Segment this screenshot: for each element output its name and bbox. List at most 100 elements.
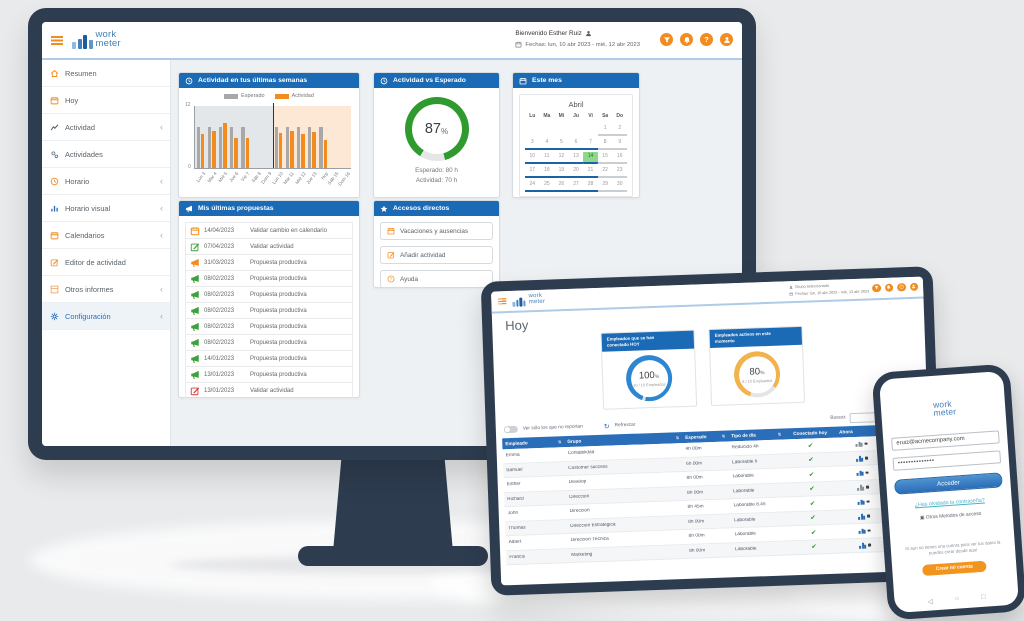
proposal-row[interactable]: 07/04/2023 Validar actividad <box>186 239 352 255</box>
date-range[interactable]: Fechas: lun, 10 abr 2023 - mié, 12 abr 2… <box>525 41 640 48</box>
sidebar-item-calendarios[interactable]: Calendarios ‹ <box>42 222 170 249</box>
calendar-day[interactable]: 18 <box>539 166 555 178</box>
menu-icon[interactable] <box>498 298 507 305</box>
sort-icon[interactable]: ⇅ <box>777 431 782 437</box>
calendar-day[interactable]: 3 <box>525 138 540 150</box>
create-account-button[interactable]: Crear mi cuenta <box>922 560 987 577</box>
calendar-day[interactable]: 4 <box>539 138 555 150</box>
panel-activity-vs-expected: Actividad vs Esperado 87% Esperado: 80 h… <box>373 72 500 198</box>
calendar-day[interactable]: 12 <box>554 152 569 164</box>
calendar-day[interactable]: 11 <box>539 152 555 164</box>
profile-button[interactable] <box>909 282 919 292</box>
calendar-day[interactable]: 15 <box>597 152 613 164</box>
calendar-day[interactable]: 17 <box>525 166 540 178</box>
proposal-row[interactable]: 13/01/2023 Validar actividad <box>186 383 352 399</box>
calendar-day[interactable]: 19 <box>554 166 569 178</box>
employee-group: Contabilidad <box>567 450 595 457</box>
status-dot <box>868 543 871 547</box>
sidebar-item-editor-de-actividad[interactable]: Editor de actividad <box>42 249 170 276</box>
calendar-day[interactable]: 7 <box>583 138 598 150</box>
sidebar-item-configuraci-n[interactable]: Configuración ‹ <box>42 303 170 330</box>
calendar-day <box>525 124 540 136</box>
refresh-label[interactable]: Refrescar <box>614 422 636 429</box>
sidebar-item-hoy[interactable]: Hoy <box>42 87 170 114</box>
calendar-day[interactable]: 27 <box>568 180 584 192</box>
calendar-day[interactable]: 5 <box>554 138 569 150</box>
person-icon <box>723 36 731 44</box>
filter-button[interactable] <box>871 283 881 293</box>
sort-icon[interactable]: ⇅ <box>557 439 562 445</box>
back-button[interactable]: ◁ <box>927 598 934 606</box>
proposal-row[interactable]: 31/03/2023 Propuesta productiva <box>186 255 352 271</box>
email-field[interactable] <box>891 430 1000 451</box>
calendar-day[interactable]: 30 <box>612 180 627 192</box>
status-dot <box>866 500 870 503</box>
column-header[interactable]: Esperado ⇅ <box>685 433 726 440</box>
calendar-day[interactable]: 16 <box>612 152 627 164</box>
employee-group: Dirección Estratégica <box>570 522 616 529</box>
calendar-day[interactable]: 9 <box>612 138 627 150</box>
calendar-day[interactable]: 29 <box>597 180 613 192</box>
filter-button[interactable] <box>660 33 673 46</box>
sidebar-item-label: Horario visual <box>65 203 111 213</box>
notifications-button[interactable] <box>884 283 894 292</box>
calendar-day[interactable]: 20 <box>568 166 584 178</box>
notifications-button[interactable] <box>680 33 693 46</box>
expected-hours: Esperado: 80 h <box>415 167 458 174</box>
help-button[interactable]: ? <box>896 282 906 292</box>
date-range[interactable]: Fechas: lun, 10 abr 2023 - mié, 12 abr 2… <box>795 289 870 296</box>
calendar-day[interactable]: 1 <box>597 124 613 136</box>
calendar-day[interactable]: 8 <box>597 138 613 150</box>
proposal-row[interactable]: 08/02/2023 Propuesta productiva <box>186 271 352 287</box>
sidebar-item-actividades[interactable]: Actividades <box>42 141 170 168</box>
calendar-day[interactable]: 24 <box>525 180 540 192</box>
login-button[interactable]: Acceder <box>893 471 1003 495</box>
help-button[interactable]: ? <box>700 33 713 46</box>
calendar-day[interactable]: 10 <box>525 152 540 164</box>
calendar-day[interactable]: 23 <box>612 166 627 178</box>
sidebar-item-horario-visual[interactable]: Horario visual ‹ <box>42 195 170 222</box>
other-methods-link[interactable]: ▣ Otros Metodos de acceso <box>919 511 982 521</box>
calendar-day[interactable]: 21 <box>583 166 598 178</box>
toggle-no-report[interactable] <box>503 425 518 434</box>
calendar-day-today[interactable]: 14 <box>583 152 598 164</box>
calendar-day[interactable]: 26 <box>554 180 569 192</box>
menu-icon[interactable] <box>51 35 63 45</box>
shortcut-ayuda[interactable]: ? Ayuda <box>380 270 493 288</box>
column-header[interactable]: Conectado hoy <box>793 429 828 437</box>
refresh-icon[interactable]: ↻ <box>603 423 610 431</box>
column-header[interactable]: Empleado ⇅ <box>505 439 562 447</box>
calendar-day[interactable]: 22 <box>597 166 613 178</box>
proposal-row[interactable]: 08/02/2023 Propuesta productiva <box>186 319 352 335</box>
proposal-row[interactable]: 13/01/2023 Propuesta productiva <box>186 367 352 383</box>
forgot-password-link[interactable]: ¿Has olvidado la contraseña? <box>914 497 985 509</box>
calendar-day[interactable]: 6 <box>568 138 584 150</box>
gauge-icon <box>380 77 388 85</box>
proposal-row[interactable]: 08/02/2023 Propuesta productiva <box>186 303 352 319</box>
shortcut-vacaciones-y-ausencias[interactable]: Vacaciones y ausencias <box>380 222 493 240</box>
megaphone-icon <box>185 205 193 213</box>
proposal-row[interactable]: 08/02/2023 Propuesta productiva <box>186 335 352 351</box>
calendar-day[interactable]: 2 <box>612 124 627 136</box>
user-icon[interactable] <box>585 30 592 37</box>
home-button[interactable]: ○ <box>954 595 960 603</box>
column-header[interactable]: Tipo de día ⇅ <box>731 431 782 439</box>
proposal-row[interactable]: 14/04/2023 Validar cambio en calendario <box>186 223 352 239</box>
proposal-row[interactable]: 14/01/2023 Propuesta productiva <box>186 351 352 367</box>
calendar-day[interactable]: 25 <box>539 180 555 192</box>
sidebar-item-actividad[interactable]: Actividad ‹ <box>42 114 170 141</box>
sort-icon[interactable]: ⇅ <box>675 435 680 441</box>
sidebar-item-horario[interactable]: Horario ‹ <box>42 168 170 195</box>
month-name: Abril <box>568 100 584 109</box>
calendar-day[interactable]: 13 <box>568 152 584 164</box>
calendar-day[interactable]: 28 <box>583 180 598 192</box>
password-field[interactable] <box>892 449 1002 471</box>
profile-button[interactable] <box>720 33 733 46</box>
sort-icon[interactable]: ⇅ <box>721 433 726 439</box>
shortcut-a-adir-actividad[interactable]: Añadir actividad <box>380 246 493 264</box>
status-dot <box>867 529 871 532</box>
sidebar-item-otros-informes[interactable]: Otros informes ‹ <box>42 276 170 303</box>
sidebar-item-resumen[interactable]: Resumen <box>42 60 170 87</box>
recents-button[interactable]: □ <box>980 593 986 602</box>
proposal-row[interactable]: 08/02/2023 Propuesta productiva <box>186 287 352 303</box>
